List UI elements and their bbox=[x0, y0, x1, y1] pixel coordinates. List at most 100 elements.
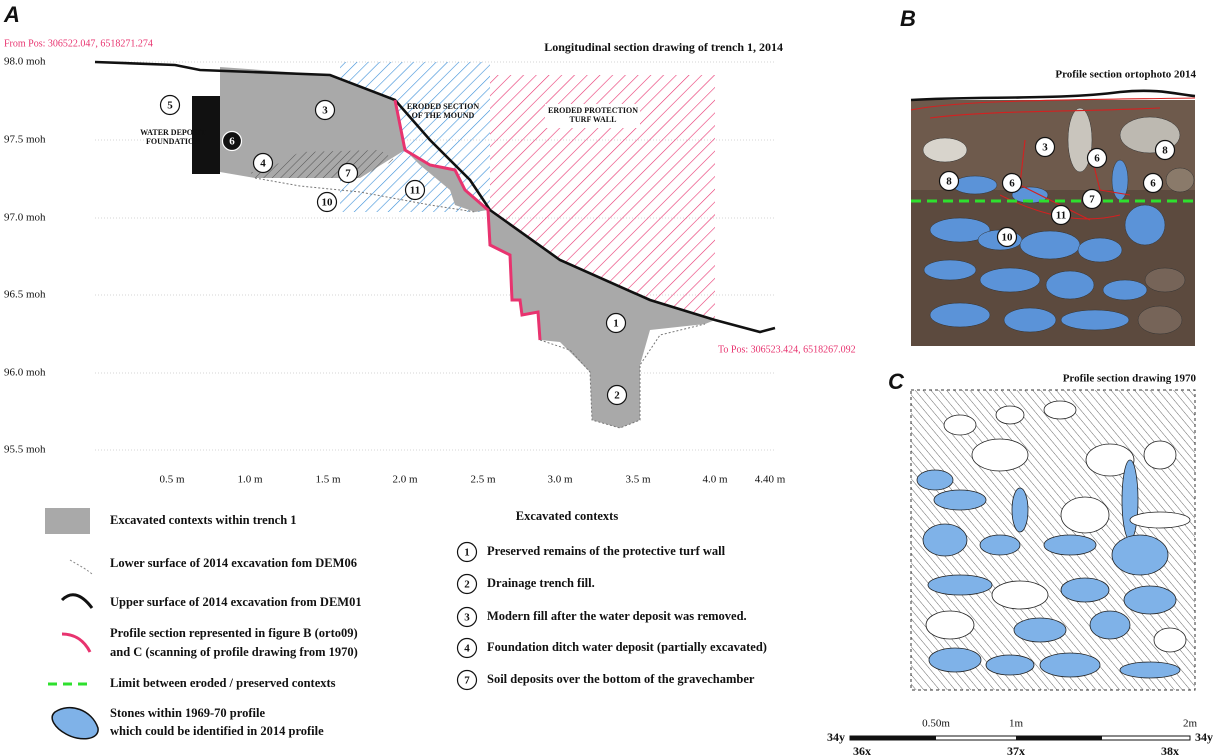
stone bbox=[1130, 512, 1190, 528]
stone bbox=[934, 490, 986, 510]
panel-title: Longitudinal section drawing of trench 1… bbox=[544, 40, 783, 54]
stone bbox=[1044, 401, 1076, 419]
marker-label: 3 bbox=[1042, 142, 1048, 154]
legend-label: Excavated contexts within trench 1 bbox=[110, 513, 297, 527]
marker-label: 7 bbox=[1089, 194, 1095, 206]
panel-title: Profile section drawing 1970 bbox=[1063, 373, 1197, 385]
stone bbox=[1154, 628, 1186, 652]
legend-swatch bbox=[52, 708, 98, 739]
y-label: 96.0 moh bbox=[4, 367, 46, 379]
marker-label: 6 bbox=[229, 136, 235, 148]
x-label: 3.5 m bbox=[625, 474, 651, 486]
marker-label: 2 bbox=[464, 579, 470, 591]
marker-label: 8 bbox=[946, 176, 952, 188]
legend-swatch bbox=[70, 560, 92, 574]
stone bbox=[986, 655, 1034, 675]
legend-label: Lower surface of 2014 excavation fom DEM… bbox=[110, 556, 357, 570]
stone bbox=[1103, 280, 1147, 300]
y-label: 98.0 moh bbox=[4, 56, 46, 68]
stone bbox=[928, 575, 992, 595]
to-position: To Pos: 306523.424, 6518267.092 bbox=[718, 344, 856, 355]
stone bbox=[923, 138, 967, 162]
scale-label: 1m bbox=[1009, 718, 1024, 730]
stone bbox=[1040, 653, 1100, 677]
x-label: 2.0 m bbox=[392, 474, 418, 486]
stone bbox=[1120, 662, 1180, 678]
x-label: 1.5 m bbox=[315, 474, 341, 486]
stone bbox=[923, 524, 967, 556]
stone bbox=[972, 439, 1028, 471]
marker-label: 11 bbox=[1056, 210, 1066, 222]
stone bbox=[953, 176, 997, 194]
legend-label: which could be identified in 2014 profil… bbox=[110, 724, 324, 738]
marker-label: 6 bbox=[1150, 178, 1156, 190]
legend: Excavated contexts within trench 1 Lower … bbox=[45, 508, 362, 739]
grid-coordinate: 34y bbox=[1195, 730, 1213, 744]
grid-coordinate: 34y bbox=[827, 730, 845, 744]
stone bbox=[926, 611, 974, 639]
marker-label: 6 bbox=[1009, 178, 1015, 190]
stone bbox=[1061, 310, 1129, 330]
marker-label: 3 bbox=[464, 612, 470, 624]
panel-title: Profile section ortophoto 2014 bbox=[1055, 69, 1196, 81]
marker-label: 1 bbox=[613, 318, 619, 330]
panel-letter: A bbox=[3, 2, 20, 27]
stone bbox=[1046, 271, 1094, 299]
marker-label: 7 bbox=[345, 168, 351, 180]
stone bbox=[1078, 238, 1122, 262]
stone bbox=[1144, 441, 1176, 469]
stone bbox=[1145, 268, 1185, 292]
context-label: Preserved remains of the protective turf… bbox=[487, 544, 726, 558]
marker-label: 6 bbox=[1094, 153, 1100, 165]
x-label: 3.0 m bbox=[547, 474, 573, 486]
stone bbox=[1122, 460, 1138, 540]
region-label: WATER DEPOSIT bbox=[140, 128, 207, 137]
stone bbox=[1125, 205, 1165, 245]
marker-label: 7 bbox=[464, 675, 470, 687]
region-label: ERODED SECTION bbox=[407, 102, 479, 111]
marker-label: 8 bbox=[1162, 145, 1168, 157]
stone bbox=[992, 581, 1048, 609]
marker-label: 4 bbox=[260, 158, 266, 170]
stone bbox=[980, 268, 1040, 292]
stone bbox=[1004, 308, 1056, 332]
y-label: 97.0 moh bbox=[4, 212, 46, 224]
marker-label: 3 bbox=[322, 105, 328, 117]
scale-segment bbox=[1016, 736, 1102, 740]
stone bbox=[924, 260, 976, 280]
region-label: OF THE MOUND bbox=[412, 111, 475, 120]
stone bbox=[1044, 535, 1096, 555]
context-label: Modern fill after the water deposit was … bbox=[487, 609, 747, 623]
marker-label: 11 bbox=[410, 185, 420, 197]
stone bbox=[917, 470, 953, 490]
stone bbox=[1166, 168, 1194, 192]
scale-segment bbox=[850, 736, 936, 740]
stone bbox=[1012, 488, 1028, 532]
grid-coordinate: 38x bbox=[1161, 744, 1179, 756]
stone bbox=[1061, 578, 1109, 602]
figure: A From Pos: 306522.047, 6518271.274 Long… bbox=[0, 0, 1220, 756]
panel-letter: C bbox=[888, 369, 905, 394]
y-label: 96.5 moh bbox=[4, 289, 46, 301]
y-label: 95.5 moh bbox=[4, 444, 46, 456]
region-label: FOUNDATION bbox=[146, 137, 200, 146]
legend-label: Limit between eroded / preserved context… bbox=[110, 676, 336, 690]
stone bbox=[930, 303, 990, 327]
stone bbox=[1014, 618, 1066, 642]
stone bbox=[944, 415, 976, 435]
legend-swatch bbox=[45, 508, 90, 534]
x-label: 1.0 m bbox=[237, 474, 263, 486]
marker-label: 5 bbox=[167, 100, 173, 112]
legend-label: Upper surface of 2014 excavation from DE… bbox=[110, 595, 362, 609]
stone bbox=[1112, 535, 1168, 575]
region-label: TURF WALL bbox=[570, 115, 617, 124]
stone bbox=[1138, 306, 1182, 334]
stone bbox=[929, 648, 981, 672]
stone bbox=[996, 406, 1024, 424]
marker-label: 1 bbox=[464, 547, 470, 559]
grid-coordinate: 36x bbox=[853, 744, 871, 756]
stone bbox=[1020, 231, 1080, 259]
context-label: Soil deposits over the bottom of the gra… bbox=[487, 672, 755, 686]
legend-label: Profile section represented in figure B … bbox=[110, 626, 358, 640]
